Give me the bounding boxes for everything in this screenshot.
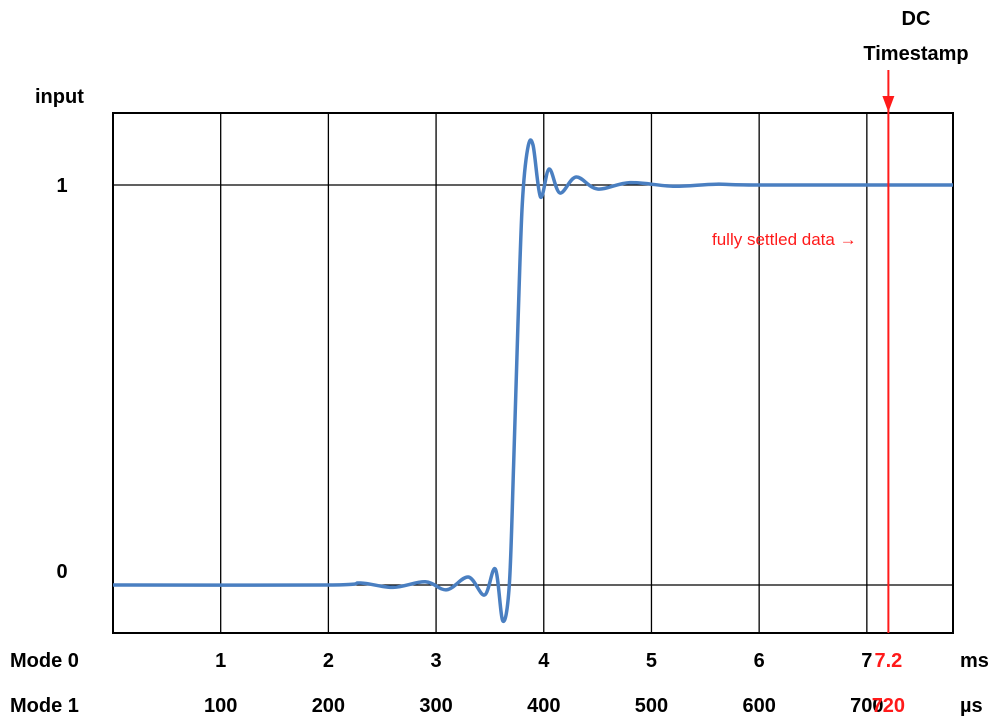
series-line xyxy=(112,138,954,624)
mode1-unit-label: µs xyxy=(960,695,983,717)
mode0-unit-label: ms xyxy=(960,650,989,672)
mode1-tick-200: 200 xyxy=(312,695,345,717)
marker-label-line2: Timestamp xyxy=(863,43,968,65)
mode0-tick-5: 5 xyxy=(646,650,657,672)
mode1-tick-600: 600 xyxy=(742,695,775,717)
y-tick-label-1: 1 xyxy=(56,175,67,197)
mode1-highlight-label: 720 xyxy=(872,695,905,717)
mode0-tick-labels: 1 2 3 4 5 6 7 xyxy=(215,650,872,672)
mode1-tick-700: 700 xyxy=(850,695,883,717)
mode1-tick-300: 300 xyxy=(419,695,452,717)
mode1-tick-500: 500 xyxy=(635,695,668,717)
mode0-row-label: Mode 0 xyxy=(10,650,79,672)
mode1-tick-400: 400 xyxy=(527,695,560,717)
mode0-tick-3: 3 xyxy=(431,650,442,672)
marker-label-line1: DC xyxy=(902,8,931,30)
mode0-tick-1: 1 xyxy=(215,650,226,672)
grid-lines xyxy=(113,113,953,633)
mode0-tick-4: 4 xyxy=(538,650,550,672)
mode0-tick-7: 7 xyxy=(861,650,872,672)
mode0-highlight-label: 7.2 xyxy=(874,650,902,672)
dc-timestamp-arrowhead xyxy=(882,96,895,112)
marker-annotation: fully settled data → xyxy=(712,230,857,249)
y-tick-label-0: 0 xyxy=(56,561,67,583)
y-axis-label: input xyxy=(35,86,84,108)
plot-frame xyxy=(112,112,954,634)
mode0-tick-2: 2 xyxy=(323,650,334,672)
mode1-tick-labels: 100 200 300 400 500 600 700 xyxy=(204,695,884,717)
marker-layer xyxy=(882,70,895,633)
mode0-tick-6: 6 xyxy=(754,650,765,672)
mode1-row-label: Mode 1 xyxy=(10,695,79,717)
mode1-tick-100: 100 xyxy=(204,695,237,717)
series-layer xyxy=(112,138,954,624)
